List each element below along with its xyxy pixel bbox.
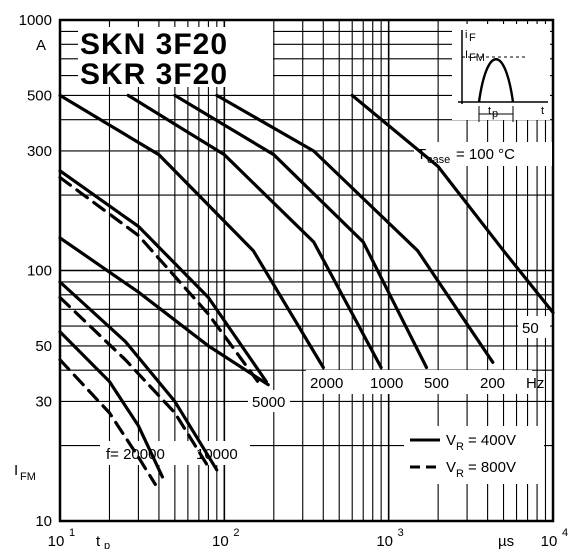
y-tick-label: 100 [27,263,52,280]
freq-label-200: 200 [480,375,505,392]
plot-frame [58,18,555,523]
freq-label-background [100,441,250,465]
freq-label-50: 50 [522,320,539,337]
freq-label-hz: Hz [526,375,544,392]
y-tick-label: 30 [35,393,52,410]
legend-label: V [446,432,456,449]
x-unit-label: µs [498,533,514,549]
inset-if-label: i [465,29,467,41]
tcase-annotation: T [417,146,426,163]
chart-title-line-1: SKN 3F20 [80,28,228,61]
series-line [58,93,325,370]
legend-label-sub: R [456,468,464,480]
x-tick-exponent: 4 [562,527,568,539]
freq-label-1000: 1000 [370,375,403,392]
inset-tp-label: t [488,105,491,117]
series-line [58,169,268,384]
y-tick-label: 500 [27,87,52,104]
series-line [58,295,212,472]
freq-label-background [248,390,290,412]
tcase-background [414,142,552,166]
freq-label-background [306,370,532,394]
series-line [58,236,270,387]
legend-background [404,426,544,484]
series-line [126,93,383,370]
inset-background [452,24,550,120]
series-group [58,93,555,486]
legend-label-value: = 400V [468,432,516,449]
inset-ifm-label-sub: FM [469,52,485,64]
freq-label-2000: 2000 [310,375,343,392]
x-tick-exponent: 2 [233,527,239,539]
legend-label: V [446,459,456,476]
ylabel-background [6,452,56,492]
series-line [350,93,555,315]
legend-label-sub: R [456,441,464,453]
inset-if-label-sub: F [469,32,476,44]
x-axis-label: t [96,533,101,549]
y-axis-label-sub: FM [20,471,36,483]
y-tick-label: 300 [27,143,52,160]
x-axis-label-sub: p [104,540,110,549]
y-axis-label: I [14,462,18,479]
x-tick-label: 10 [212,533,229,549]
legend-label-value: = 800V [468,459,516,476]
title-background [78,27,273,87]
series-line [215,93,495,364]
tcase-annotation-sub: case [427,154,450,166]
freq-label-20000: f= 20000 [106,446,165,463]
y-unit-label: A [36,37,46,54]
inset-pulse-curve [477,58,515,103]
inset-t-label: t [541,105,544,117]
series-line [58,175,262,387]
x-tick-exponent: 1 [69,527,75,539]
y-tick-label: 1000 [19,12,52,29]
inset-tp-label-sub: p [492,108,498,120]
tcase-annotation-value: = 100 °C [456,146,515,163]
x-tick-label: 10 [376,533,393,549]
x-tick-label: 10 [541,533,558,549]
grid [6,18,555,523]
x-tick-label: 10 [48,533,65,549]
freq-label-background [518,316,550,338]
series-line [173,93,429,370]
series-line [58,330,164,479]
freq-label-10000: 10000 [196,446,238,463]
freq-label-500: 500 [424,375,449,392]
x-tick-exponent: 3 [398,527,404,539]
inset-ifm-label: I [465,49,468,61]
y-tick-label: 10 [35,513,52,530]
y-tick-label: 50 [35,338,52,355]
freq-label-5000: 5000 [252,394,285,411]
series-line [58,280,219,472]
chart-title-line-2: SKR 3F20 [80,58,228,91]
